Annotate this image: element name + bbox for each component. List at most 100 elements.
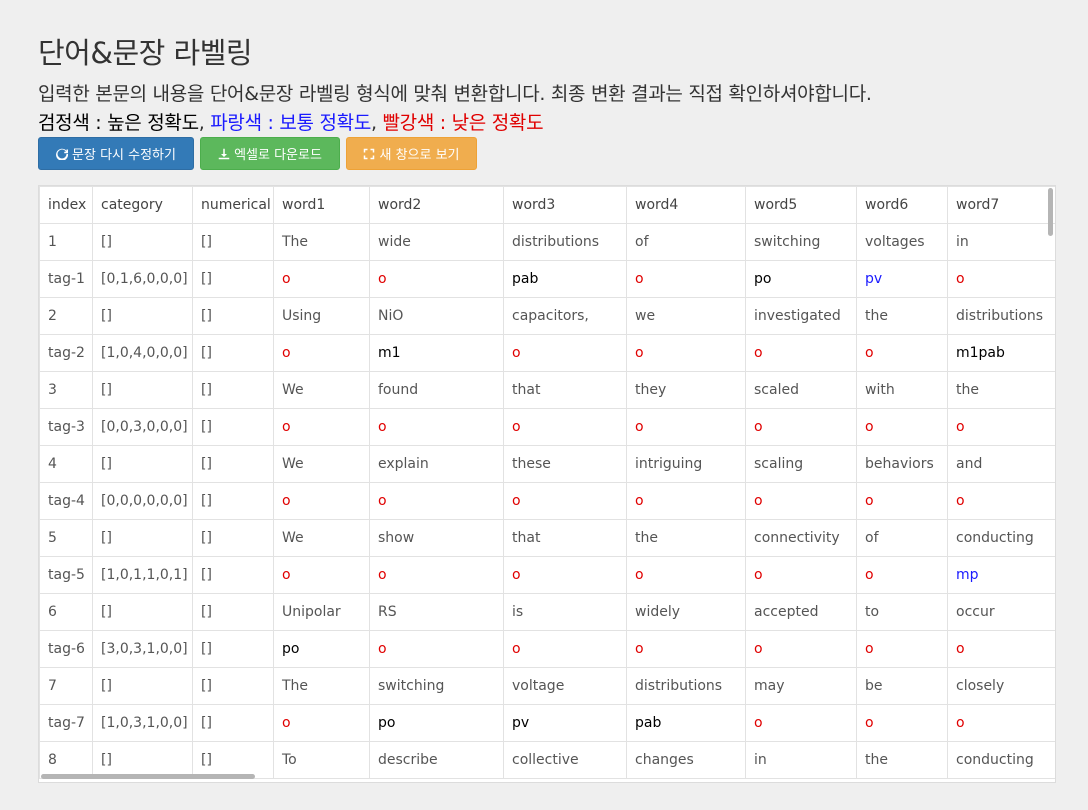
new-window-button[interactable]: 새 창으로 보기 [346,137,477,170]
table-cell-index: tag-1 [39,260,93,298]
table-cell-numerical: [] [192,630,274,668]
table-cell-word2: switching [369,667,504,705]
table-cell-word1: We [273,445,370,483]
edit-sentences-button[interactable]: 문장 다시 수정하기 [38,137,194,170]
table-cell-word5: o [745,482,857,520]
table-cell-index: 1 [39,223,93,261]
table-cell-word7: m1pab [947,334,1055,372]
table-cell-word7: o [947,630,1055,668]
table-cell-word4: distributions [626,667,746,705]
accuracy-legend: 검정색 : 높은 정확도, 파랑색 : 보통 정확도, 빨강색 : 낮은 정확도 [38,108,544,135]
table-cell-word4: we [626,297,746,335]
table-cell-word1: We [273,519,370,557]
table-cell-index: tag-5 [39,556,93,594]
table-cell-index: tag-7 [39,704,93,742]
table-cell-word3: that [503,519,627,557]
table-cell-category: [] [92,519,193,557]
legend-high-accuracy: 검정색 : 높은 정확도 [38,112,199,134]
table-cell-word6: o [856,630,948,668]
table-cell-word4: changes [626,741,746,779]
vertical-scrollbar[interactable] [1048,188,1053,236]
table-cell-word1: o [273,556,370,594]
table-cell-word1: o [273,334,370,372]
table-cell-numerical: [] [192,260,274,298]
table-cell-word1: The [273,667,370,705]
sentence-row: 8[][] To describe collective changes in the con… [39,741,1055,779]
table-cell-word5: o [745,556,857,594]
table-cell-word5: scaled [745,371,857,409]
table-cell-word1: We [273,371,370,409]
table-cell-word7: in [947,223,1055,261]
table-cell-word2: m1 [369,334,504,372]
table-cell-word4: the [626,519,746,557]
table-cell-index: 2 [39,297,93,335]
table-cell-word1: Unipolar [273,593,370,631]
table-cell-numerical: [] [192,593,274,631]
table-cell-word6: with [856,371,948,409]
table-cell-word4: they [626,371,746,409]
table-cell-word6: pv [856,260,948,298]
table-cell-word3: o [503,334,627,372]
table-cell-word5: scaling [745,445,857,483]
table-cell-word5: o [745,630,857,668]
horizontal-scrollbar[interactable] [41,774,255,779]
column-header-category: category [92,186,193,224]
table-cell-index: 8 [39,741,93,779]
table-cell-word5: po [745,260,857,298]
table-cell-category: [] [92,445,193,483]
table-cell-word5: investigated [745,297,857,335]
fullscreen-icon [364,148,375,159]
table-cell-numerical: [] [192,445,274,483]
table-cell-word6: be [856,667,948,705]
table-cell-word7: and [947,445,1055,483]
table-cell-word6: of [856,519,948,557]
table-cell-word3: these [503,445,627,483]
legend-separator: , [371,112,383,134]
table-cell-word4: pab [626,704,746,742]
column-header-word6: word6 [856,186,948,224]
table-cell-numerical: [] [192,223,274,261]
tag-row: tag-6 [3,0,3,1,0,0][] po o o o o o o [39,630,1055,668]
column-header-word1: word1 [273,186,370,224]
table-cell-word6: behaviors [856,445,948,483]
table-cell-word2: explain [369,445,504,483]
table-cell-numerical: [] [192,334,274,372]
table-cell-word3: o [503,482,627,520]
table-cell-word3: o [503,408,627,446]
table-cell-word2: o [369,260,504,298]
table-cell-category: [3,0,3,1,0,0] [92,630,193,668]
labeling-table-container[interactable]: index category numerical word1 word2 word3 wor… [38,185,1056,783]
table-cell-category: [1,0,3,1,0,0] [92,704,193,742]
table-cell-word6: o [856,704,948,742]
table-cell-numerical: [] [192,408,274,446]
table-cell-word4: o [626,556,746,594]
table-cell-word2: describe [369,741,504,779]
table-cell-word7: o [947,704,1055,742]
refresh-icon [56,148,69,160]
table-cell-word2: NiO [369,297,504,335]
table-cell-word3: capacitors, [503,297,627,335]
table-cell-word5: may [745,667,857,705]
page-title: 단어&문장 라벨링 [38,36,253,70]
table-cell-word7: o [947,482,1055,520]
column-header-word4: word4 [626,186,746,224]
tag-row: tag-5 [1,0,1,1,0,1][] o o o o o o mp [39,556,1055,594]
column-header-numerical: numerical [192,186,274,224]
table-cell-index: tag-2 [39,334,93,372]
table-cell-word1: o [273,408,370,446]
tag-row: tag-4 [0,0,0,0,0,0][] o o o o o o o [39,482,1055,520]
table-cell-category: [] [92,223,193,261]
table-cell-word3: is [503,593,627,631]
table-cell-word6: o [856,482,948,520]
table-cell-numerical: [] [192,704,274,742]
table-cell-word4: o [626,630,746,668]
excel-download-button[interactable]: 엑셀로 다운로드 [200,137,340,170]
excel-download-label: 엑셀로 다운로드 [234,148,322,163]
table-cell-numerical: [] [192,667,274,705]
table-cell-numerical: [] [192,482,274,520]
sentence-row: 6[][] Unipolar RS is widely accepted to occur [39,593,1055,631]
sentence-row: 2[][] Using NiO capacitors, we investigated th… [39,297,1055,335]
table-cell-category: [] [92,741,193,779]
column-header-word7: word7 [947,186,1055,224]
